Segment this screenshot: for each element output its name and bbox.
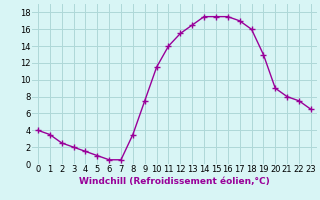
X-axis label: Windchill (Refroidissement éolien,°C): Windchill (Refroidissement éolien,°C) (79, 177, 270, 186)
